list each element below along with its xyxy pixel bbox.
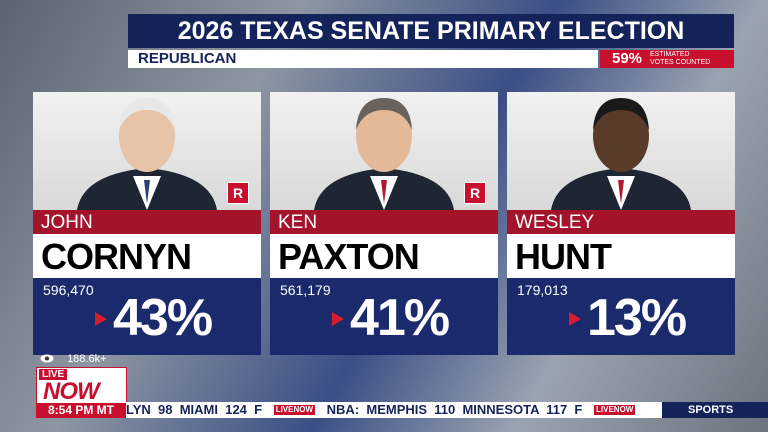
result-panel: 179,013 13% xyxy=(507,278,735,355)
pointer-arrow xyxy=(569,312,581,326)
candidate-card: WESLEY HUNT 179,013 13% xyxy=(507,92,735,355)
reporting-label: ESTIMATED xyxy=(650,51,690,58)
logo-bottom: NOW xyxy=(43,378,100,405)
party-bar: REPUBLICAN xyxy=(128,50,598,68)
candidate-photo xyxy=(507,92,735,210)
title-bar: 2026 TEXAS SENATE PRIMARY ELECTION xyxy=(128,14,734,48)
ticker-item: LYN 98 MIAMI 124 F xyxy=(126,402,263,417)
party-badge: R xyxy=(227,182,249,204)
ticker-logo: LIVENOW xyxy=(273,405,316,415)
eye-icon xyxy=(40,354,54,363)
last-name: PAXTON xyxy=(270,234,498,278)
vote-percent: 43% xyxy=(113,289,213,347)
candidate-photo xyxy=(33,92,261,210)
portrait xyxy=(77,98,217,210)
pointer-arrow xyxy=(95,312,107,326)
vote-percent: 13% xyxy=(587,289,687,347)
candidate-card: R KEN PAXTON 561,179 41% xyxy=(270,92,498,355)
vote-count: 179,013 xyxy=(517,282,568,298)
reporting-label: VOTES COUNTED xyxy=(650,59,711,66)
result-panel: 596,470 43% xyxy=(33,278,261,355)
portrait xyxy=(314,98,454,210)
viewer-count: 188.6k+ xyxy=(40,353,107,365)
vote-percent: 41% xyxy=(350,289,450,347)
result-panel: 561,179 41% xyxy=(270,278,498,355)
ticker-logo: LIVENOW xyxy=(594,405,636,415)
party-badge: R xyxy=(464,182,486,204)
clock: 8:54 PM MT xyxy=(36,403,126,418)
last-name: CORNYN xyxy=(33,234,261,278)
live-now-logo: LIVE NOW xyxy=(36,367,127,405)
vote-count: 596,470 xyxy=(43,282,94,298)
reporting-percent: 59% xyxy=(612,50,643,67)
viewers: 188.6k+ xyxy=(67,353,107,365)
last-name: HUNT xyxy=(507,234,735,278)
pointer-arrow xyxy=(332,312,344,326)
logo-top: LIVE xyxy=(39,369,68,380)
first-name: KEN xyxy=(270,210,498,234)
first-name: WESLEY xyxy=(507,210,735,234)
portrait xyxy=(551,98,691,210)
ticker-section: SPORTS xyxy=(662,402,768,418)
first-name: JOHN xyxy=(33,210,261,234)
vote-count: 561,179 xyxy=(280,282,331,298)
ticker: LYN 98 MIAMI 124 F LIVENOW NBA: MEMPHIS … xyxy=(126,402,768,418)
candidate-card: R JOHN CORNYN 596,470 43% xyxy=(33,92,261,355)
ticker-item: NBA: MEMPHIS 110 MINNESOTA 117 F xyxy=(326,402,583,417)
candidate-photo xyxy=(270,92,498,210)
reporting-box: 59% ESTIMATED VOTES COUNTED xyxy=(600,50,734,68)
